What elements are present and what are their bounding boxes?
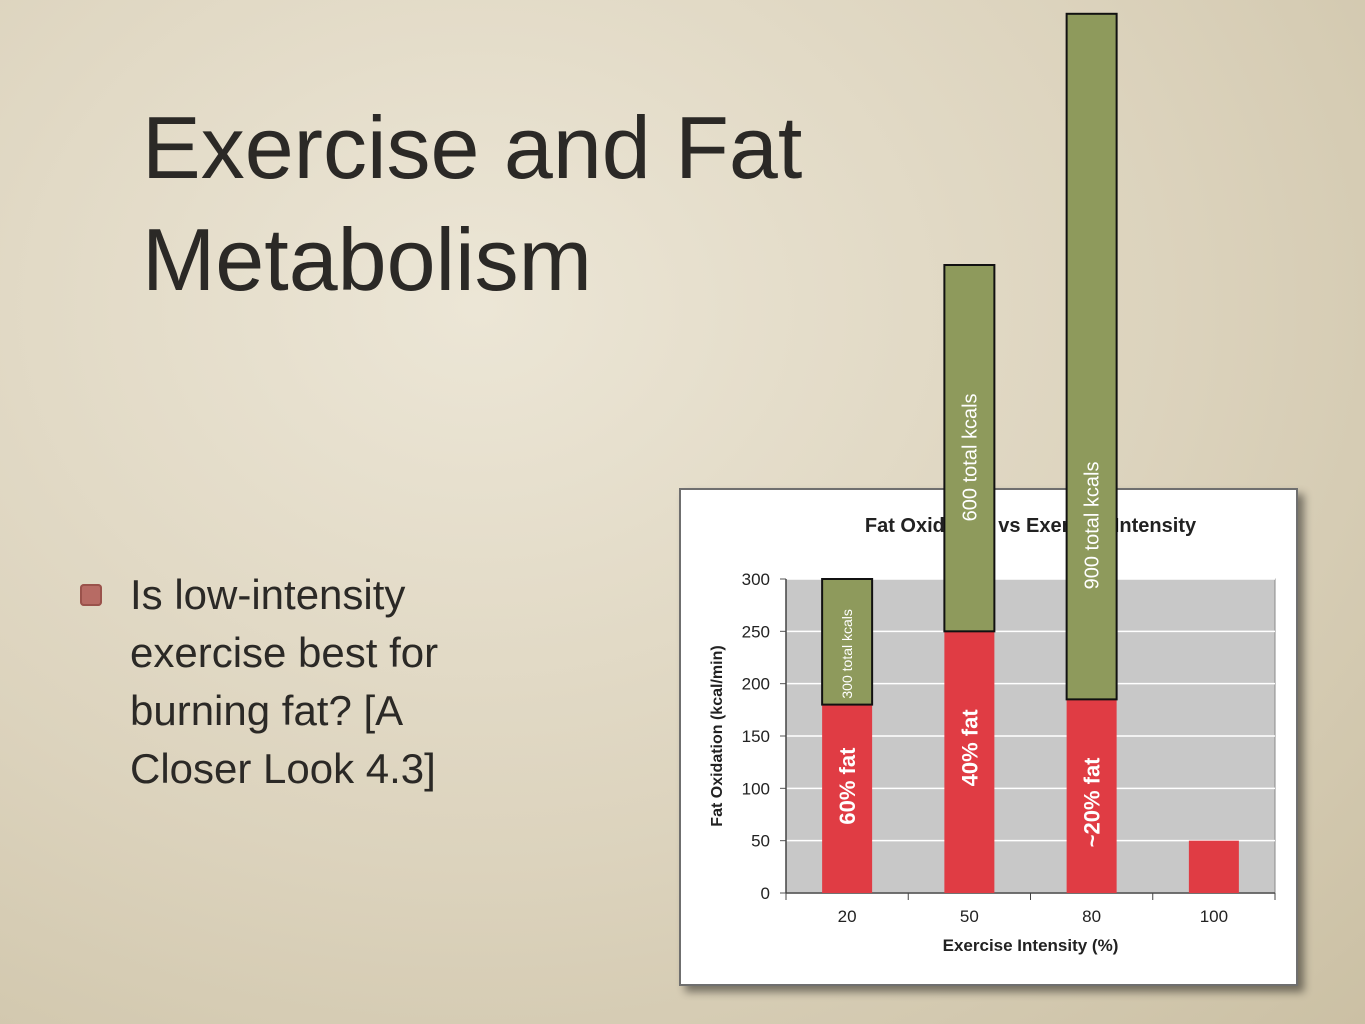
fat-percent-label: 40% fat (957, 709, 982, 787)
x-axis-label: Exercise Intensity (%) (943, 936, 1119, 955)
total-kcal-label: 900 total kcals (1082, 462, 1104, 590)
y-tick-label: 50 (751, 832, 770, 851)
slide-title: Exercise and Fat Metabolism (142, 98, 803, 309)
x-tick-label: 20 (838, 907, 857, 926)
y-tick-label: 100 (742, 779, 770, 798)
total-kcal-bar (821, 578, 874, 706)
y-tick-label: 0 (761, 884, 770, 903)
bullet-square-icon (80, 584, 102, 606)
y-axis-label: Fat Oxidation (kcal/min) (709, 645, 726, 826)
y-tick-label: 150 (742, 727, 770, 746)
x-tick-label: 50 (960, 907, 979, 926)
x-tick-label: 100 (1200, 907, 1228, 926)
x-tick-label: 80 (1082, 907, 1101, 926)
total-kcal-bar (943, 264, 996, 633)
y-tick-label: 300 (742, 570, 770, 589)
fat-bar (1188, 840, 1239, 893)
fat-bar (944, 631, 995, 893)
bullet-text: Is low-intensity exercise best for burni… (130, 571, 439, 792)
fat-bar (822, 704, 873, 893)
bullet-item: Is low-intensity exercise best for burni… (80, 566, 500, 798)
fat-percent-label: ~20% fat (1080, 757, 1105, 848)
total-kcal-label: 600 total kcals (959, 393, 981, 521)
chart-title: Fat Oxidation vs Exercise Intensity (865, 515, 1197, 537)
total-kcal-label: 300 total kcals (839, 609, 855, 699)
fat-percent-label: 60% fat (835, 747, 860, 825)
fat-bar (1066, 699, 1117, 893)
y-tick-label: 200 (742, 675, 770, 694)
y-tick-label: 250 (742, 622, 770, 641)
bullet-list: Is low-intensity exercise best for burni… (80, 566, 500, 798)
total-kcal-bar (1065, 12, 1118, 701)
